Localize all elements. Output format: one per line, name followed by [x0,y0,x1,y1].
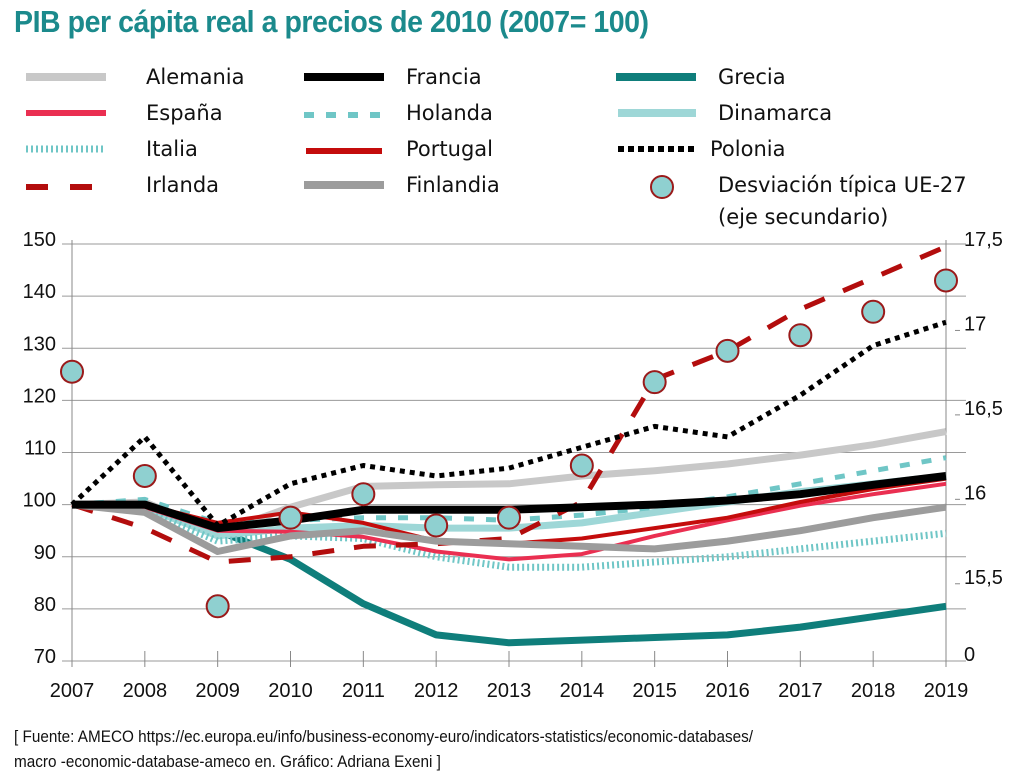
scatter-point [569,453,594,478]
legend-item-espana: España [24,96,223,130]
legend-item-desviacion-note: (eje secundario) [718,200,888,234]
scatter-point [788,323,813,348]
legend-swatch-holanda [302,103,386,123]
y-right-tick-label: 16,5 [964,398,1003,420]
legend-label: Portugal [406,137,493,161]
legend-item-grecia: Grecia [614,60,786,94]
y-right-tick-label: 17 [964,313,986,335]
y-right-tick-label: 15,5 [964,567,1003,589]
legend-item-finlandia: Finlandia [302,168,500,202]
source-line-1: [ Fuente: AMECO https://ec.europa.eu/inf… [14,727,754,746]
scatter-point [351,482,376,507]
x-tick-label: 2007 [50,680,95,702]
legend-label: Italia [146,137,198,161]
y-tick-label: 80 [34,594,56,616]
y-tick-label: 90 [34,542,56,564]
x-tick-label: 2013 [487,680,532,702]
x-tick-label: 2015 [632,680,677,702]
legend-label: (eje secundario) [718,205,889,229]
legend-label: Irlanda [146,173,220,197]
y-right-tick-label: 0 [964,644,975,666]
line-chart: 70 80 90 100 110 120 130 140 150 0 15,5 16 16,5 17 17… [23,229,1003,702]
y-tick-label: 100 [23,490,56,512]
x-tick-label: 2014 [560,680,605,702]
y-tick-label: 70 [34,646,56,668]
legend-swatch-grecia [614,67,698,87]
legend-label: Finlandia [406,173,500,197]
legend-swatch-italia [24,139,108,159]
scatter-point [642,370,667,395]
legend-item-desviacion: Desviación típica UE-27 [614,168,967,202]
legend-item-francia: Francia [302,60,482,94]
legend-swatch-desviacion [614,175,698,199]
legend-item-alemania: Alemania [24,60,244,94]
legend-label: Francia [406,65,482,89]
legend-label: Alemania [146,65,245,89]
x-tick-label: 2012 [414,680,459,702]
x-tick-label: 2011 [342,680,385,702]
legend-item-holanda: Holanda [302,96,493,130]
scatter-point [861,299,886,324]
scatter-points [60,268,958,619]
x-tick-label: 2010 [268,680,313,702]
y-tick-label: 110 [24,438,56,460]
y-tick-label: 130 [23,333,56,355]
y-tick-label: 150 [23,229,56,251]
legend-item-polonia: Polonia [614,132,785,166]
axes [71,240,947,667]
scatter-point [715,338,740,363]
y-tick-label: 140 [23,281,56,303]
legend-label: España [146,101,223,125]
x-axis: 2007 2008 2009 2010 2011 2012 2013 2014 2015 2016… [50,651,969,702]
y-right-tick-label: 16 [964,482,986,504]
scatter-point [132,463,157,488]
x-tick-label: 2016 [705,680,750,702]
chart-title: PIB per cápita real a precios de 2010 (2… [14,4,649,39]
legend-swatch-irlanda [24,175,108,195]
y-axis-right: 0 15,5 16 16,5 17 17,5 [955,229,1003,666]
legend-swatch-francia [302,67,386,87]
y-tick-label: 120 [23,385,56,407]
scatter-point [205,594,230,619]
x-tick-label: 2008 [123,680,168,702]
legend-item-italia: Italia [24,132,198,166]
legend-swatch-alemania [24,67,108,87]
scatter-point [60,359,84,384]
source-line-2: macro -economic-database-ameco en. Gráfi… [14,752,441,771]
legend-swatch-portugal [302,139,386,159]
legend-label: Grecia [718,65,786,89]
scatter-point [934,268,958,293]
legend-label: Desviación típica UE-27 [718,173,967,197]
legend-swatch-polonia [614,139,698,159]
x-tick-label: 2017 [778,680,823,702]
series-lines [70,244,947,647]
series-line-italia [71,501,947,571]
legend-item-irlanda: Irlanda [24,168,219,202]
legend-swatch-espana [24,103,108,123]
legend-item-dinamarca: Dinamarca [614,96,832,130]
y-axis-left: 70 80 90 100 110 120 130 140 150 [23,229,56,668]
source-note: [ Fuente: AMECO https://ec.europa.eu/inf… [14,724,1022,774]
legend-label: Dinamarca [718,101,833,125]
legend-swatch-dinamarca [614,103,698,123]
legend: Alemania España Italia Irlanda Francia H… [0,58,1024,229]
x-tick-label: 2019 [924,680,969,702]
legend-label: Holanda [406,101,493,125]
legend-label: Polonia [710,137,786,161]
y-right-tick-label: 17,5 [964,229,1003,251]
x-tick-label: 2009 [195,680,240,702]
x-tick-label: 2018 [851,680,896,702]
series-line-finlandia [71,501,947,555]
scatter-point [278,505,303,530]
scatter-point [497,505,521,530]
scatter-point [424,513,449,538]
legend-swatch-finlandia [302,175,386,195]
legend-item-portugal: Portugal [302,132,493,166]
series-line-polonia [70,319,947,528]
